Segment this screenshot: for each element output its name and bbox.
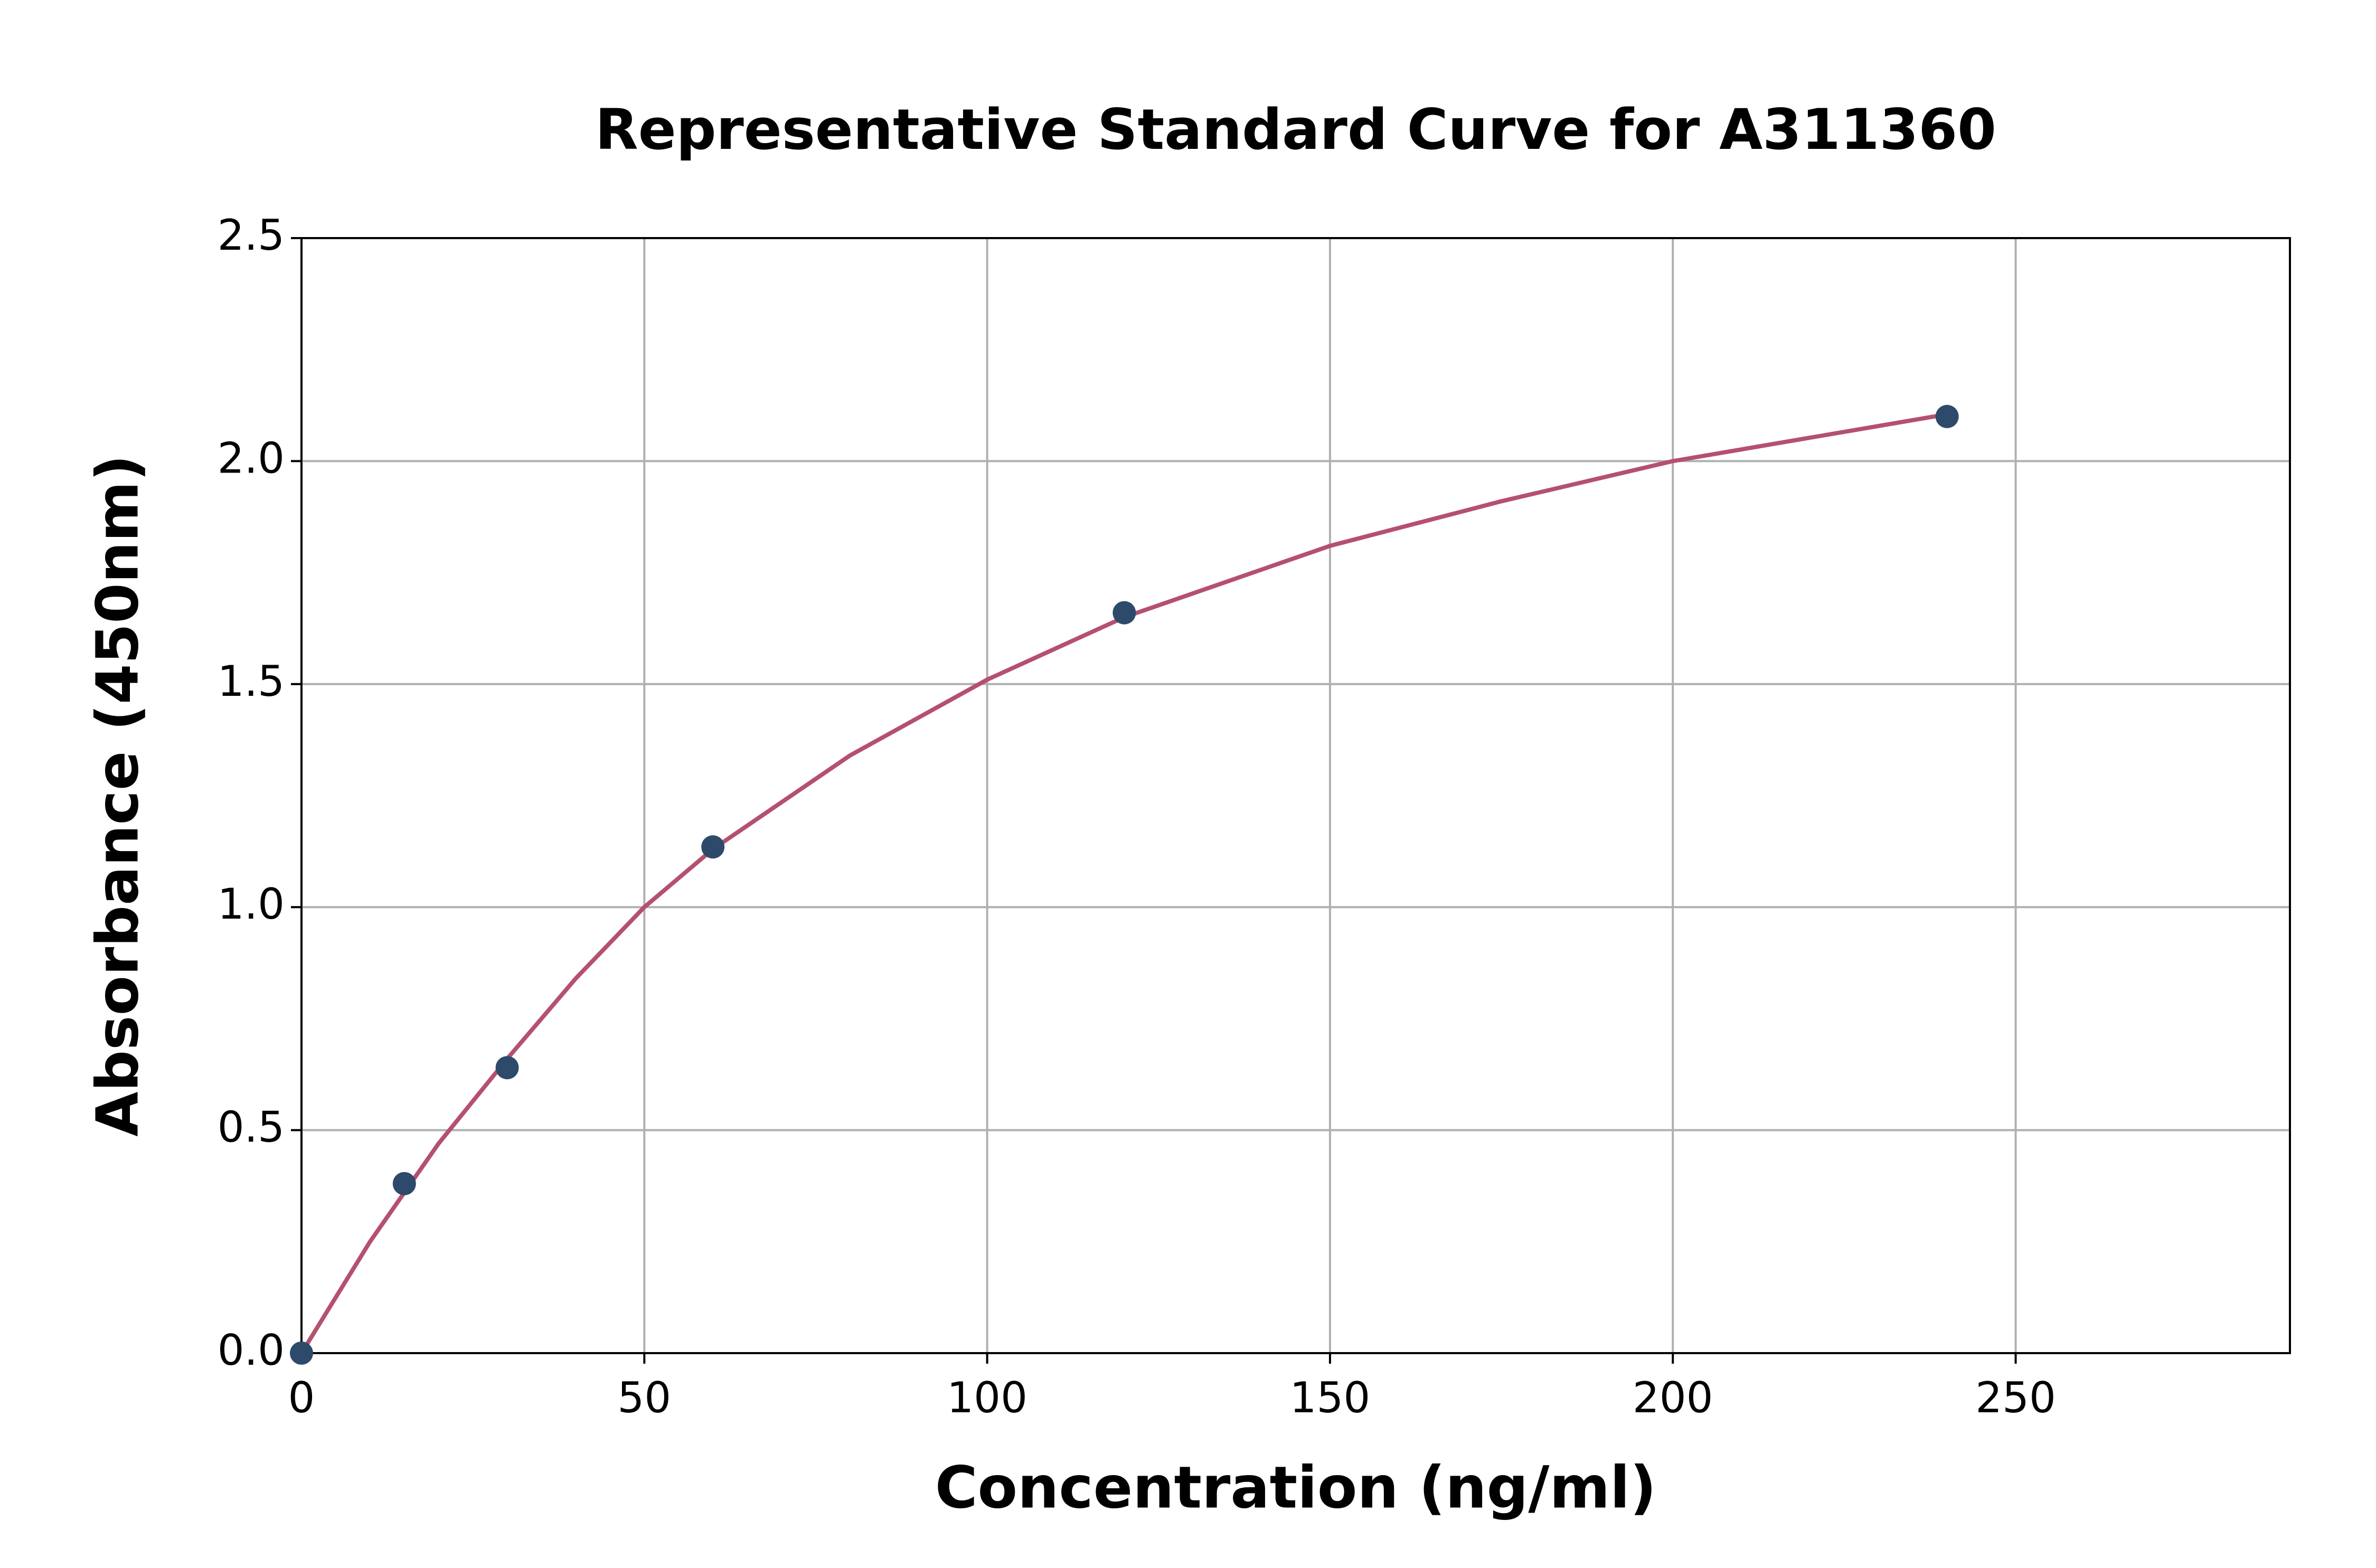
y-tick-label: 1.0: [218, 880, 285, 929]
chart-title: Representative Standard Curve for A31136…: [595, 97, 1996, 162]
fit-curve: [299, 412, 1948, 1355]
y-tick-label: 1.5: [218, 657, 285, 706]
plot-frame: [300, 237, 2291, 1354]
y-tick-label: 0.5: [218, 1103, 285, 1152]
y-axis-label: Absorbance (450nm): [83, 455, 151, 1137]
x-tick-label: 50: [617, 1373, 671, 1422]
y-tick-label: 2.5: [218, 211, 285, 260]
data-point: [290, 1342, 313, 1365]
x-tick-label: 250: [1975, 1373, 2056, 1422]
data-point: [392, 1172, 416, 1195]
data-point: [1935, 404, 1959, 428]
y-tick-label: 2.0: [218, 433, 285, 483]
y-tick-label: 0.0: [218, 1326, 285, 1375]
data-point: [1112, 601, 1136, 625]
data-point: [495, 1056, 519, 1080]
x-tick-label: 150: [1290, 1373, 1371, 1422]
x-tick-label: 100: [947, 1373, 1027, 1422]
x-tick-label: 0: [288, 1373, 315, 1422]
data-point: [701, 835, 725, 859]
x-axis-label: Concentration (ng/ml): [935, 1453, 1656, 1521]
x-tick-label: 200: [1633, 1373, 1713, 1422]
